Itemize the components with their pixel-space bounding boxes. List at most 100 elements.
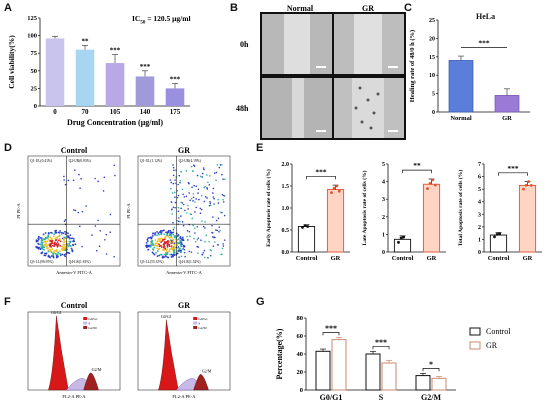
flow-dot: [56, 236, 59, 238]
flow-dot: [192, 224, 194, 227]
flow-dot: [173, 251, 176, 253]
flow-dot: [67, 179, 70, 182]
flow-dot: [152, 248, 155, 251]
flow-dot: [217, 217, 220, 220]
flow-dot: [97, 219, 99, 222]
flow-dot: [182, 244, 185, 247]
data-point: [495, 233, 499, 236]
legend-label: G2/M: [88, 326, 97, 330]
flow-dot: [66, 235, 69, 238]
flow-dot: [63, 236, 66, 239]
flow-dot: [158, 243, 161, 246]
flow-dot: [52, 235, 55, 238]
flow-dot: [47, 250, 50, 253]
x-axis-label: Annexin-V FITC-A: [166, 270, 203, 275]
flow-dot: [157, 232, 160, 235]
flow-dot: [171, 232, 173, 234]
flow-dot: [72, 244, 75, 247]
x-tick-label: Control: [488, 255, 510, 262]
flow-dot: [197, 237, 200, 239]
y-axis-label: Cell viability(%): [7, 35, 16, 89]
flow-dot: [56, 244, 59, 247]
flow-dot: [152, 232, 155, 235]
flow-dot: [98, 245, 101, 248]
y-tick-label: 5: [478, 187, 481, 193]
flow-dot: [104, 238, 106, 241]
flow-dot: [189, 213, 192, 215]
flow-dot: [183, 248, 186, 251]
y-axis-label: Percentage(%): [275, 328, 284, 379]
flow-dot: [163, 233, 166, 236]
significance-bracket: [306, 175, 336, 180]
flow-dot: [61, 231, 63, 234]
flow-dot: [223, 214, 226, 217]
panel-b-micrographs: Normal GR 0h 48h: [236, 4, 406, 140]
legend-label: G2/M: [198, 326, 207, 330]
panel-label-e: E: [256, 142, 264, 154]
data-point: [301, 225, 304, 229]
flow-dot: [96, 249, 98, 252]
flow-dot: [51, 244, 54, 247]
flow-dot: [72, 237, 75, 240]
flow-dot: [41, 251, 44, 254]
y-tick-label: 4: [382, 180, 385, 186]
flow-dot: [177, 246, 180, 248]
quadrant-label: Q2-UR(4.19%): [179, 159, 202, 163]
flow-dot: [50, 242, 53, 245]
flow-dot: [194, 241, 197, 243]
flow-dot: [147, 237, 150, 239]
flow-dot: [63, 220, 66, 222]
flow-dot: [178, 247, 181, 250]
legend-label: G0/G1: [88, 317, 98, 321]
flow-dot: [183, 196, 186, 198]
flow-dot: [181, 188, 184, 191]
ic50-value: = 120.5 μg/ml: [147, 14, 191, 23]
flow-dot: [193, 184, 195, 187]
flow-dot: [158, 231, 161, 233]
flow-dot: [209, 200, 211, 203]
flow-dot: [52, 255, 55, 258]
flow-dot: [171, 208, 173, 210]
bar: [518, 184, 537, 253]
flow-dot: [52, 251, 55, 254]
flow-dot: [50, 250, 52, 253]
flow-dot: [102, 190, 105, 192]
flow-dot: [45, 242, 47, 245]
flow-dot: [37, 242, 40, 245]
flow-dot: [49, 239, 52, 242]
legend-swatch: [193, 321, 198, 325]
flow-dot: [55, 256, 58, 259]
flow-dot: [46, 240, 49, 243]
flow-dot: [189, 199, 191, 202]
flow-dot: [54, 241, 56, 244]
panel-g-chart: 0 20 40 60 80 Percentage(%) G0/G1 *** S *** G2/M * C…: [275, 315, 511, 402]
flow-dot: [50, 240, 53, 243]
y-tick-label: 20: [297, 369, 304, 376]
g2m-peak: [83, 372, 99, 391]
flow-dot: [105, 233, 108, 236]
panel-e-early-apoptosis-chart: 0.0 0.5 1.0 1.5 2.0 Control GR Early Apoptosis …: [265, 162, 350, 262]
flow-dot: [194, 211, 196, 213]
panel-label-d: D: [4, 142, 12, 154]
peak-label: G2/M: [202, 368, 212, 373]
flow-dot: [74, 169, 76, 172]
y-tick-label: 7: [478, 162, 481, 168]
y-axis-label: Early Apoptosis rate of cells (%): [265, 169, 272, 247]
flow-dot: [195, 185, 198, 188]
flow-dot: [70, 247, 73, 250]
flow-dot: [49, 248, 52, 251]
flow-dot: [55, 236, 58, 239]
flow-dot: [154, 244, 156, 247]
y-tick-label: 0: [432, 110, 435, 116]
flow-dot: [43, 248, 45, 251]
bar: [448, 60, 474, 113]
flow-dot: [63, 254, 66, 256]
legend-swatch: [83, 321, 88, 325]
flow-dot: [57, 251, 60, 254]
flow-dot: [37, 238, 40, 241]
flow-dot: [224, 178, 226, 180]
y-tick-label: 5: [382, 162, 385, 168]
flow-dot: [194, 201, 196, 203]
flow-dot: [59, 252, 61, 255]
